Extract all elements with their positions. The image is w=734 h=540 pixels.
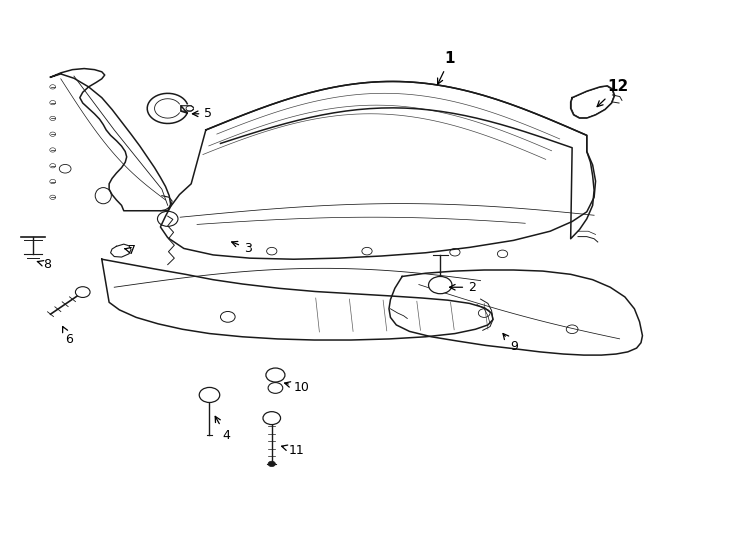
- Text: 3: 3: [232, 241, 252, 255]
- Circle shape: [268, 382, 283, 393]
- Text: 5: 5: [192, 107, 212, 120]
- Polygon shape: [148, 93, 187, 124]
- Polygon shape: [161, 82, 595, 259]
- Polygon shape: [102, 259, 493, 340]
- Text: 9: 9: [503, 334, 517, 353]
- Circle shape: [263, 411, 280, 424]
- Text: 1: 1: [437, 51, 455, 84]
- Text: 10: 10: [285, 381, 310, 394]
- Text: 7: 7: [125, 244, 137, 257]
- Text: 6: 6: [62, 327, 73, 346]
- Circle shape: [429, 276, 452, 294]
- Polygon shape: [570, 86, 614, 118]
- Circle shape: [266, 368, 285, 382]
- Text: 12: 12: [597, 79, 628, 106]
- Circle shape: [268, 461, 275, 467]
- Text: 2: 2: [449, 281, 476, 294]
- Polygon shape: [51, 69, 171, 211]
- Polygon shape: [111, 244, 131, 257]
- Polygon shape: [206, 82, 594, 239]
- Text: 4: 4: [215, 416, 230, 442]
- Polygon shape: [389, 270, 642, 355]
- Circle shape: [199, 387, 219, 402]
- Text: 8: 8: [37, 258, 51, 271]
- Text: 11: 11: [282, 444, 305, 457]
- Circle shape: [76, 287, 90, 298]
